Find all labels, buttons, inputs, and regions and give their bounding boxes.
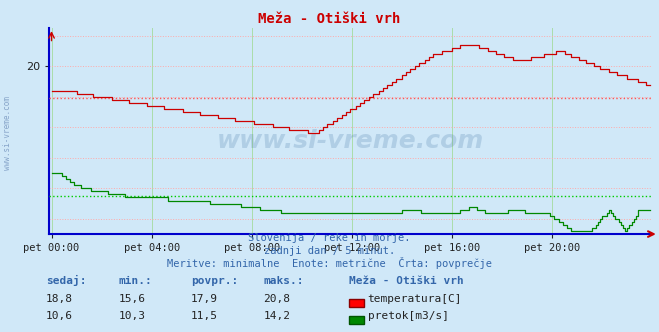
Text: 10,3: 10,3 bbox=[119, 311, 145, 321]
Text: 11,5: 11,5 bbox=[191, 311, 217, 321]
Text: Meža - Otiški vrh: Meža - Otiški vrh bbox=[258, 12, 401, 26]
Text: Meža - Otiški vrh: Meža - Otiški vrh bbox=[349, 276, 464, 286]
Text: min.:: min.: bbox=[119, 276, 152, 286]
Text: 10,6: 10,6 bbox=[46, 311, 72, 321]
Text: maks.:: maks.: bbox=[264, 276, 304, 286]
Text: Meritve: minimalne  Enote: metrične  Črta: povprečje: Meritve: minimalne Enote: metrične Črta:… bbox=[167, 257, 492, 269]
Text: zadnji dan / 5 minut.: zadnji dan / 5 minut. bbox=[264, 246, 395, 256]
Text: Slovenija / reke in morje.: Slovenija / reke in morje. bbox=[248, 233, 411, 243]
Text: sedaj:: sedaj: bbox=[46, 275, 86, 286]
Text: www.si-vreme.com: www.si-vreme.com bbox=[217, 129, 484, 153]
Text: pretok[m3/s]: pretok[m3/s] bbox=[368, 311, 449, 321]
Text: 20,8: 20,8 bbox=[264, 294, 290, 304]
Text: 15,6: 15,6 bbox=[119, 294, 145, 304]
Text: 18,8: 18,8 bbox=[46, 294, 72, 304]
Text: temperatura[C]: temperatura[C] bbox=[368, 294, 462, 304]
Text: www.si-vreme.com: www.si-vreme.com bbox=[3, 96, 13, 170]
Text: 14,2: 14,2 bbox=[264, 311, 290, 321]
Text: 17,9: 17,9 bbox=[191, 294, 217, 304]
Text: povpr.:: povpr.: bbox=[191, 276, 239, 286]
